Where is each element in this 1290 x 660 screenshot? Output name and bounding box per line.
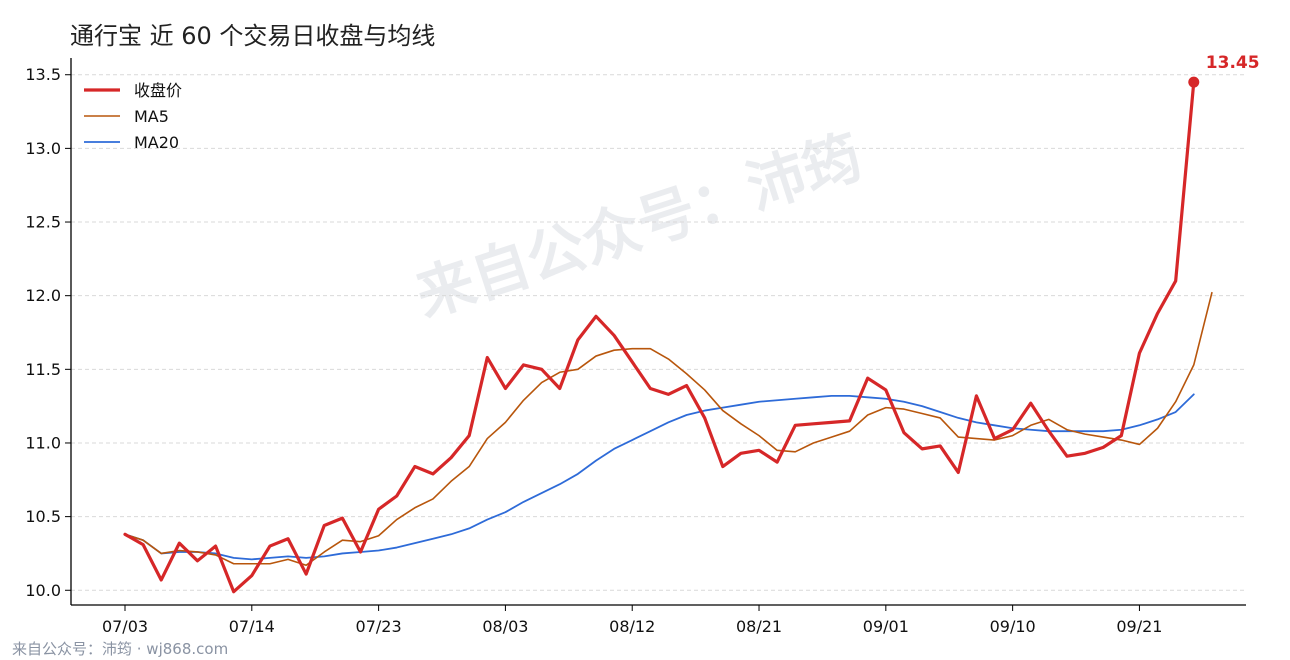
y-tick-label: 10.5: [25, 507, 61, 526]
y-tick-label: 13.0: [25, 139, 61, 158]
axes: [70, 58, 1246, 606]
x-tick-label: 08/12: [609, 617, 655, 636]
y-tick-label: 11.5: [25, 360, 61, 379]
x-tick-label: 07/03: [102, 617, 148, 636]
last-value-marker: 13.45: [1188, 53, 1260, 88]
last-value-dot: [1188, 76, 1200, 88]
grid-lines: [71, 74, 1246, 591]
y-axis-ticks: 10.0 10.5 11.0 11.5 12.0 12.5 13.0 13.5: [25, 65, 71, 600]
y-tick-label: 10.0: [25, 581, 61, 600]
y-tick-label: 13.5: [25, 65, 61, 84]
x-tick-label: 08/21: [736, 617, 782, 636]
y-tick-label: 11.0: [25, 433, 61, 452]
legend-label-close: 收盘价: [134, 81, 182, 100]
legend-label-ma5: MA5: [134, 107, 169, 126]
y-tick-label: 12.5: [25, 213, 61, 232]
x-axis-ticks: 07/03 07/14 07/23 08/03 08/12 08/21 09/01 09/10…: [102, 605, 1162, 636]
chart-title: 通行宝 近 60 个交易日收盘与均线: [70, 22, 435, 50]
x-tick-label: 07/23: [356, 617, 402, 636]
series-lines: [123, 80, 1213, 594]
series-line-close: [123, 80, 1196, 594]
x-tick-label: 08/03: [482, 617, 528, 636]
series-line-ma20: [124, 393, 1195, 561]
last-value-label: 13.45: [1206, 53, 1260, 73]
x-tick-label: 09/10: [990, 617, 1036, 636]
footer-source: 来自公众号：沛筠 · wj868.com: [12, 640, 229, 658]
x-tick-label: 07/14: [229, 617, 275, 636]
x-tick-label: 09/21: [1116, 617, 1162, 636]
y-tick-label: 12.0: [25, 286, 61, 305]
series-line-ma5: [124, 291, 1213, 567]
legend: 收盘价 MA5 MA20: [84, 81, 182, 152]
legend-label-ma20: MA20: [134, 133, 179, 152]
watermark: 来自公众号：沛筠: [408, 122, 870, 330]
x-tick-label: 09/01: [863, 617, 909, 636]
